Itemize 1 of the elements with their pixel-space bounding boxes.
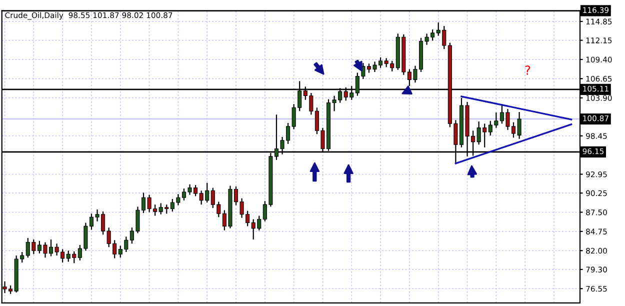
annotation: ? — [525, 65, 530, 75]
